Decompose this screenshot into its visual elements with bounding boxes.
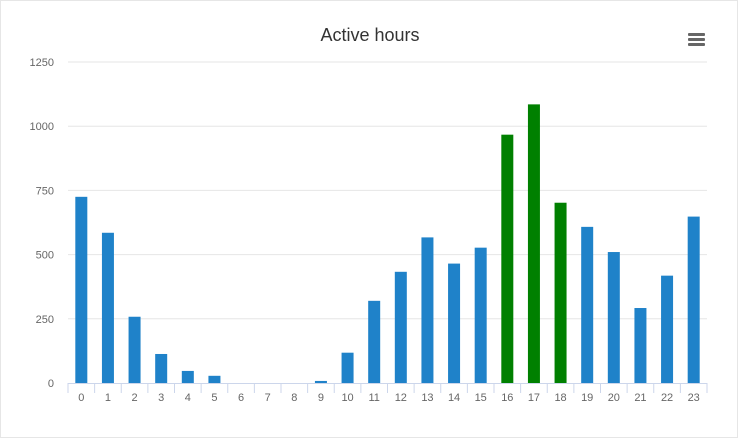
x-tick-label: 7	[265, 392, 271, 404]
x-axis	[67, 383, 708, 393]
bar-hour-23[interactable]	[687, 216, 700, 383]
x-tick-label: 9	[318, 392, 324, 404]
bar-hour-14[interactable]	[448, 263, 461, 383]
bar-hour-1[interactable]	[101, 232, 114, 383]
bar-hour-19[interactable]	[581, 226, 594, 383]
y-tick-label: 250	[36, 314, 54, 326]
bar-hour-5[interactable]	[208, 375, 221, 383]
bar-hour-22[interactable]	[661, 275, 674, 383]
y-tick-label: 750	[36, 185, 54, 197]
y-tick-label: 500	[36, 250, 54, 262]
bar-hour-21[interactable]	[634, 308, 647, 383]
bar-hour-4[interactable]	[181, 370, 194, 383]
x-tick-label: 14	[448, 392, 460, 404]
x-tick-label: 17	[528, 392, 540, 404]
bar-hour-10[interactable]	[341, 352, 354, 383]
y-tick-label: 1000	[30, 121, 54, 133]
x-tick-label: 0	[78, 392, 84, 404]
bar-hour-3[interactable]	[155, 353, 168, 383]
hamburger-menu-icon-line	[688, 43, 705, 46]
bar-hour-17[interactable]	[527, 104, 540, 383]
x-tick-label: 15	[475, 392, 487, 404]
bar-hour-9[interactable]	[314, 380, 327, 383]
x-tick-label: 11	[368, 392, 379, 404]
bar-hour-20[interactable]	[607, 252, 620, 383]
x-tick-label: 5	[211, 392, 217, 404]
x-tick-label: 13	[421, 392, 433, 404]
bar-hour-12[interactable]	[394, 271, 407, 383]
x-tick-label: 12	[395, 392, 407, 404]
bar-hour-16[interactable]	[501, 134, 514, 383]
x-tick-label: 23	[688, 392, 700, 404]
bar-series	[75, 104, 700, 383]
x-tick-label: 16	[501, 392, 513, 404]
hamburger-menu-icon	[688, 33, 705, 36]
chart-menu-button[interactable]	[685, 30, 709, 50]
grid-lines	[68, 61, 707, 320]
y-tick-label: 0	[48, 378, 54, 390]
y-tick-label: 1250	[30, 57, 54, 69]
x-tick-label: 6	[238, 392, 244, 404]
bar-hour-2[interactable]	[128, 316, 141, 383]
bar-hour-13[interactable]	[421, 237, 434, 383]
x-tick-label: 22	[661, 392, 673, 404]
bar-hour-0[interactable]	[75, 196, 88, 383]
x-tick-label: 20	[608, 392, 620, 404]
bar-hour-11[interactable]	[368, 300, 381, 383]
bar-hour-18[interactable]	[554, 202, 567, 383]
x-tick-label: 8	[291, 392, 297, 404]
x-tick-label: 4	[185, 392, 191, 404]
hamburger-menu-icon-line	[688, 38, 705, 41]
x-tick-label: 21	[634, 392, 646, 404]
x-tick-label: 1	[105, 392, 111, 404]
x-axis-ticks: 0 1 2 3 4 5 6 7 8 9 10 11 12 13 14 15 16 17 18 19 20 21 22 23	[78, 392, 700, 404]
x-tick-label: 2	[132, 392, 138, 404]
y-axis-ticks: 0 250 500 750 1000 1250	[30, 57, 54, 390]
x-tick-label: 19	[581, 392, 593, 404]
bar-hour-15[interactable]	[474, 247, 487, 383]
x-tick-label: 10	[341, 392, 353, 404]
chart-title: Active hours	[320, 25, 420, 45]
x-tick-label: 3	[158, 392, 164, 404]
x-tick-label: 18	[554, 392, 566, 404]
